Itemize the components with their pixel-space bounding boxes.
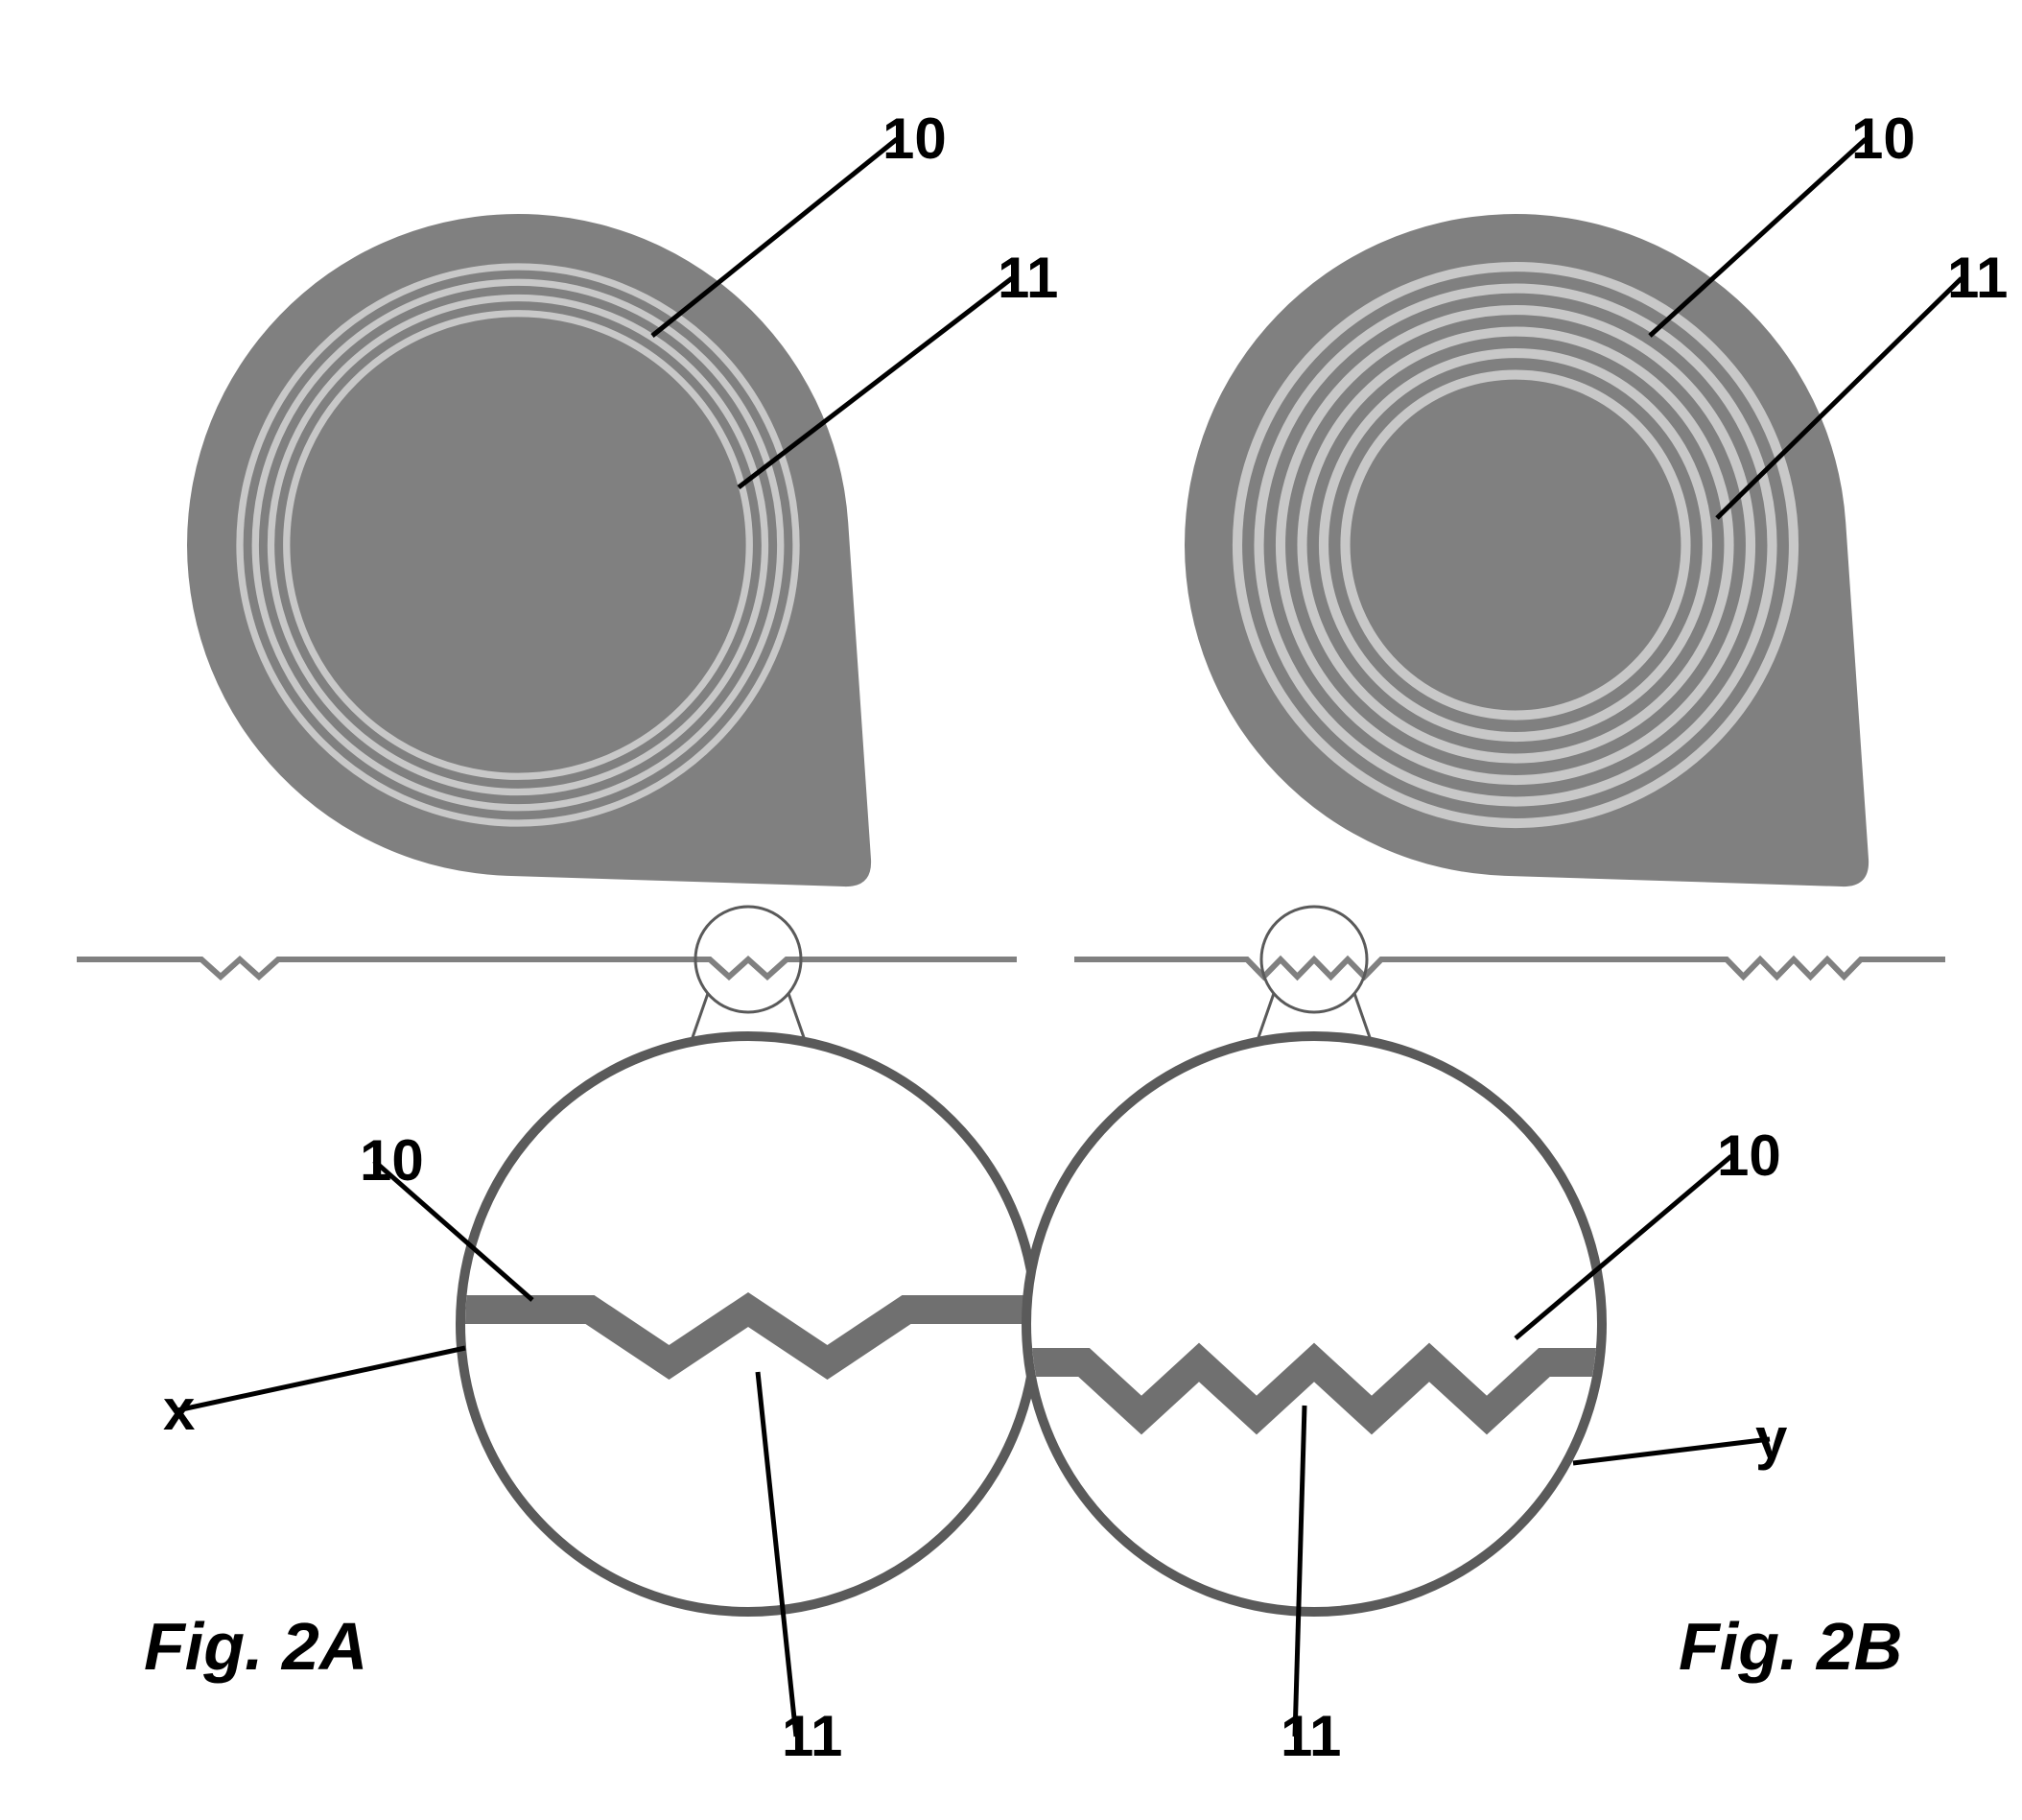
center-disc	[302, 329, 734, 761]
leader-line	[652, 139, 897, 336]
caption-B: Fig. 2B	[1679, 1609, 1902, 1684]
label-zoom10: 10	[1717, 1123, 1781, 1188]
label-zoom11: 11	[1281, 1704, 1341, 1768]
zoom-circle	[1026, 1036, 1602, 1612]
label-zoom11: 11	[782, 1704, 842, 1768]
diagram-root: 10 11 10 11 x Fig. 2A 10 11 10 11 y Fig. 2B	[0, 0, 2022, 1820]
label-zoom10: 10	[360, 1128, 424, 1193]
label-top11: 11	[1947, 246, 2008, 310]
center-disc	[1367, 396, 1664, 694]
midline-B	[1074, 959, 1945, 977]
midline-A	[77, 959, 1017, 977]
leader-line	[1650, 139, 1866, 336]
label-top11: 11	[998, 246, 1058, 310]
figure-B: 10 11 10 11 y Fig. 2B	[1026, 106, 2008, 1768]
label-y: y	[1755, 1406, 1788, 1471]
leader-line	[1573, 1439, 1770, 1463]
label-top10: 10	[882, 106, 947, 171]
caption-A: Fig. 2A	[144, 1609, 367, 1684]
figure-A: 10 11 10 11 x Fig. 2A	[144, 106, 1058, 1768]
label-top10: 10	[1851, 106, 1916, 171]
leader-line	[177, 1348, 465, 1410]
label-x: x	[163, 1378, 195, 1442]
